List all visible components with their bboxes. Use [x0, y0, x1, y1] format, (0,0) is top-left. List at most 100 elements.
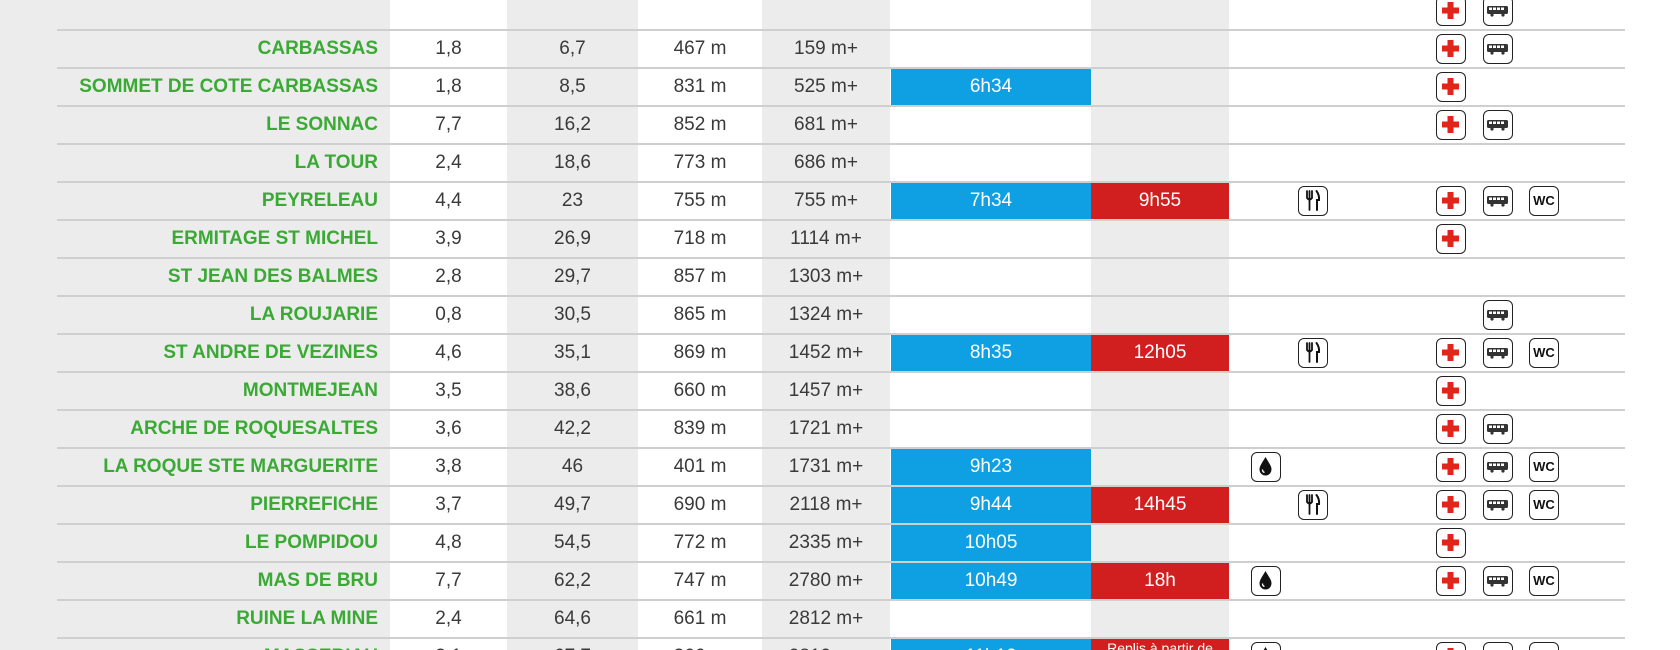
altitude: 772 m: [673, 532, 727, 553]
estimated-time: [891, 107, 1091, 143]
checkpoint-name: PEYRELEAU: [261, 190, 378, 211]
estimated-time: [891, 221, 1091, 257]
elevation-gain: 525 m+: [794, 76, 858, 97]
cutoff-time: 18h: [1091, 563, 1229, 599]
cutoff-column-bg: [1091, 0, 1229, 650]
cutoff-time: [1091, 411, 1229, 447]
elevation-gain-column-bg: [762, 0, 890, 650]
bus-icon: [1483, 338, 1513, 368]
estimated-time: [891, 411, 1091, 447]
elevation-gain: 1731 m+: [788, 456, 864, 477]
table-row: LE SONNAC 7,7 16,2 852 m 681 m+ WC: [57, 107, 1625, 145]
first-aid-cross-icon: [1436, 376, 1466, 406]
elevation-gain: 2812 m+: [788, 608, 864, 629]
cutoff-time: [1091, 69, 1229, 105]
cutoff-time: Replis à partir de 18h30: [1091, 639, 1229, 650]
fork-knife-icon: [1298, 338, 1328, 368]
table-row: PIERREFICHE 3,7 49,7 690 m 2118 m+ 9h44 …: [57, 487, 1625, 525]
checkpoint-name: ST JEAN DES BALMES: [167, 266, 378, 287]
segment-distance: 3,8: [435, 456, 462, 477]
bus-icon: [1483, 186, 1513, 216]
first-aid-cross-icon: [1436, 566, 1466, 596]
table-row: RUINE LA MINE 2,4 64,6 661 m 2812 m+ WC: [57, 601, 1625, 639]
cumulative-distance: 67,7: [507, 639, 638, 650]
estimated-time: [891, 0, 1091, 29]
segment-distance: 1,8: [435, 76, 462, 97]
elevation-gain: 2819 m+: [762, 639, 890, 650]
elevation-gain: 755 m+: [794, 190, 858, 211]
first-aid-cross-icon: [1436, 224, 1466, 254]
checkpoint-name: ARCHE DE ROQUESALTES: [130, 418, 378, 439]
cumulative-distance: 6,7: [559, 38, 586, 59]
estimated-time: 9h23: [891, 449, 1091, 485]
table-row: MONTMEJEAN 3,5 38,6 660 m 1457 m+ WC: [57, 373, 1625, 411]
segment-distance: 3,9: [435, 228, 462, 249]
estimated-time: [891, 259, 1091, 295]
altitude: 839 m: [673, 418, 727, 439]
estimated-time: 10h49: [891, 563, 1091, 599]
table-row: LE POMPIDOU 4,8 54,5 772 m 2335 m+ 10h05…: [57, 525, 1625, 563]
checkpoint-name: MASSEBIAU: [57, 639, 378, 650]
estimated-time: 10h05: [891, 525, 1091, 561]
cumulative-distance: 54,5: [554, 532, 591, 553]
segment-distance: 4,6: [435, 342, 462, 363]
elevation-gain: 2780 m+: [788, 570, 864, 591]
cumulative-distance: 8,5: [559, 76, 586, 97]
altitude: 401 m: [673, 456, 727, 477]
checkpoint-name: ST ANDRE DE VEZINES: [163, 342, 378, 363]
wc-icon: WC: [1529, 642, 1559, 650]
cutoff-time: [1091, 221, 1229, 257]
segment-distance: 3,6: [435, 418, 462, 439]
bus-icon: [1483, 110, 1513, 140]
table-row: LA ROQUE STE MARGUERITE 3,8 46 401 m 173…: [57, 449, 1625, 487]
cutoff-time: [1091, 107, 1229, 143]
wc-icon: WC: [1529, 566, 1559, 596]
altitude: 661 m: [673, 608, 727, 629]
estimated-time: [891, 145, 1091, 181]
segment-distance: 7,7: [435, 570, 462, 591]
segment-distance: 0,8: [435, 304, 462, 325]
table-row: WC: [57, 0, 1625, 31]
cumulative-distance: 46: [561, 456, 584, 477]
elevation-gain: 1452 m+: [788, 342, 864, 363]
segment-distance: 4,8: [435, 532, 462, 553]
altitude: [638, 0, 762, 29]
cumulative-distance: 16,2: [554, 114, 591, 135]
bus-icon: [1483, 642, 1513, 650]
estimated-time: [891, 297, 1091, 333]
cutoff-time: [1091, 145, 1229, 181]
checkpoint-name: SOMMET DE COTE CARBASSAS: [79, 76, 378, 97]
altitude: 773 m: [673, 152, 727, 173]
table-row: SOMMET DE COTE CARBASSAS 1,8 8,5 831 m 5…: [57, 69, 1625, 107]
segment-distance: 4,4: [435, 190, 462, 211]
table-row: LA TOUR 2,4 18,6 773 m 686 m+ WC: [57, 145, 1625, 183]
elevation-gain: 159 m+: [794, 38, 858, 59]
table-row: MASSEBIAU 3,1 67,7 366 m 2819 m+ 11h10 R…: [57, 639, 1625, 650]
altitude: 852 m: [673, 114, 727, 135]
segment-distance: 3,5: [435, 380, 462, 401]
elevation-gain: 1721 m+: [788, 418, 864, 439]
bus-icon: [1483, 300, 1513, 330]
checkpoint-table: WC CARBASSAS 1,8 6,7 467 m 159 m+ WC SOM…: [57, 0, 1625, 650]
segment-distance: 2,4: [435, 152, 462, 173]
checkpoint-name: PIERREFICHE: [250, 494, 378, 515]
table-row: ERMITAGE ST MICHEL 3,9 26,9 718 m 1114 m…: [57, 221, 1625, 259]
bus-icon: [1483, 414, 1513, 444]
cumulative-distance: 30,5: [554, 304, 591, 325]
segment-distance: 3,1: [390, 639, 507, 650]
cutoff-time: 14h45: [1091, 487, 1229, 523]
water-drop-icon: [1251, 452, 1281, 482]
name-column-bg: [0, 0, 390, 650]
checkpoint-name: LE SONNAC: [266, 114, 378, 135]
segment-distance: [390, 0, 507, 29]
cutoff-time: [1091, 297, 1229, 333]
checkpoint-name: CARBASSAS: [257, 38, 378, 59]
table-row: CARBASSAS 1,8 6,7 467 m 159 m+ WC: [57, 31, 1625, 69]
cumulative-column-bg: [507, 0, 638, 650]
estimated-time: 6h34: [891, 69, 1091, 105]
segment-distance: 2,8: [435, 266, 462, 287]
elevation-gain: 686 m+: [794, 152, 858, 173]
elevation-gain: 681 m+: [794, 114, 858, 135]
altitude: 747 m: [673, 570, 727, 591]
